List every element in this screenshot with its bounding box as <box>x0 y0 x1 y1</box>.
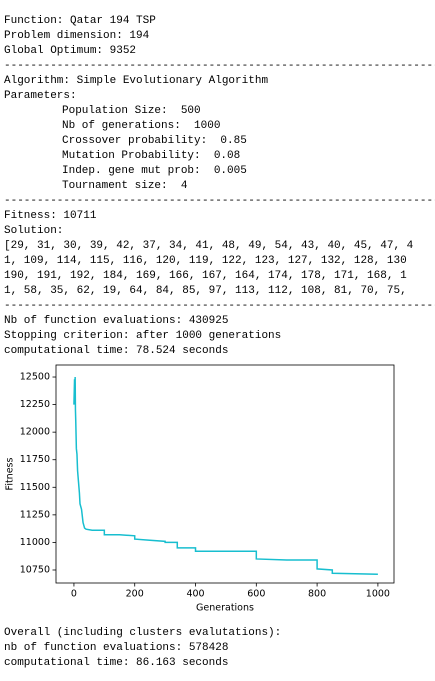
parameter-line: Mutation Probability: 0.08 <box>62 150 240 162</box>
problem-line: Global Optimum: 9352 <box>4 45 136 57</box>
parameter-line: Indep. gene mut prob: 0.005 <box>62 165 247 177</box>
run-line: Nb of function evaluations: 430925 <box>4 315 228 327</box>
separator: ----------------------------------------… <box>4 60 435 72</box>
x-tick-label: 0 <box>71 589 77 600</box>
result-line: 1, 58, 35, 62, 19, 64, 84, 85, 97, 113, … <box>4 285 407 297</box>
result-line: 1, 109, 114, 115, 116, 120, 119, 122, 12… <box>4 255 407 267</box>
y-tick-label: 11000 <box>20 537 50 548</box>
parameter-line: Crossover probability: 0.85 <box>62 135 247 147</box>
result-line: 190, 191, 192, 184, 169, 166, 167, 164, … <box>4 270 407 282</box>
problem-line: Function: Qatar 194 TSP <box>4 15 156 27</box>
algorithm-line: Algorithm: Simple Evolutionary Algorithm <box>4 75 268 87</box>
x-tick-label: 200 <box>126 589 144 600</box>
y-tick-label: 11500 <box>20 482 50 493</box>
y-tick-label: 12250 <box>20 399 50 410</box>
chart: 0 200 400 600 800 1000 10750 11000 11250 11500 117… <box>5 364 395 614</box>
result-line: Fitness: 10711 <box>4 210 97 222</box>
x-tick-label: 1000 <box>366 589 390 600</box>
overall-line: nb of function evaluations: 578428 <box>4 642 228 654</box>
overall-line: computational time: 86.163 seconds <box>4 657 228 669</box>
x-tick-label: 400 <box>186 589 204 600</box>
parameter-line: Population Size: 500 <box>62 105 201 117</box>
run-line: computational time: 78.524 seconds <box>4 345 228 357</box>
y-tick-label: 12000 <box>20 427 50 438</box>
parameter-line: Nb of generations: 1000 <box>62 120 220 132</box>
y-tick-label: 12500 <box>20 372 50 383</box>
parameter-line: Tournament size: 4 <box>62 180 188 192</box>
plot-frame <box>55 364 395 584</box>
y-tick-label: 11250 <box>20 509 50 520</box>
y-tick-label: 10750 <box>20 564 50 575</box>
result-line: [29, 31, 30, 39, 42, 37, 34, 41, 48, 49,… <box>4 240 414 252</box>
separator: ----------------------------------------… <box>4 300 435 312</box>
x-tick-label: 800 <box>308 589 326 600</box>
separator: ----------------------------------------… <box>4 195 435 207</box>
x-tick-label: 600 <box>247 589 265 600</box>
result-line: Solution: <box>4 225 63 237</box>
y-tick-label: 11750 <box>20 454 50 465</box>
run-line: Stopping criterion: after 1000 generatio… <box>4 330 281 342</box>
y-axis-label: Fitness <box>5 458 16 491</box>
problem-line: Problem dimension: 194 <box>4 30 150 42</box>
algorithm-line: Parameters: <box>4 90 77 102</box>
x-axis-label: Generations <box>196 603 254 614</box>
overall-line: Overall (including clusters evalutations… <box>4 627 281 639</box>
fitness-line <box>73 377 378 576</box>
